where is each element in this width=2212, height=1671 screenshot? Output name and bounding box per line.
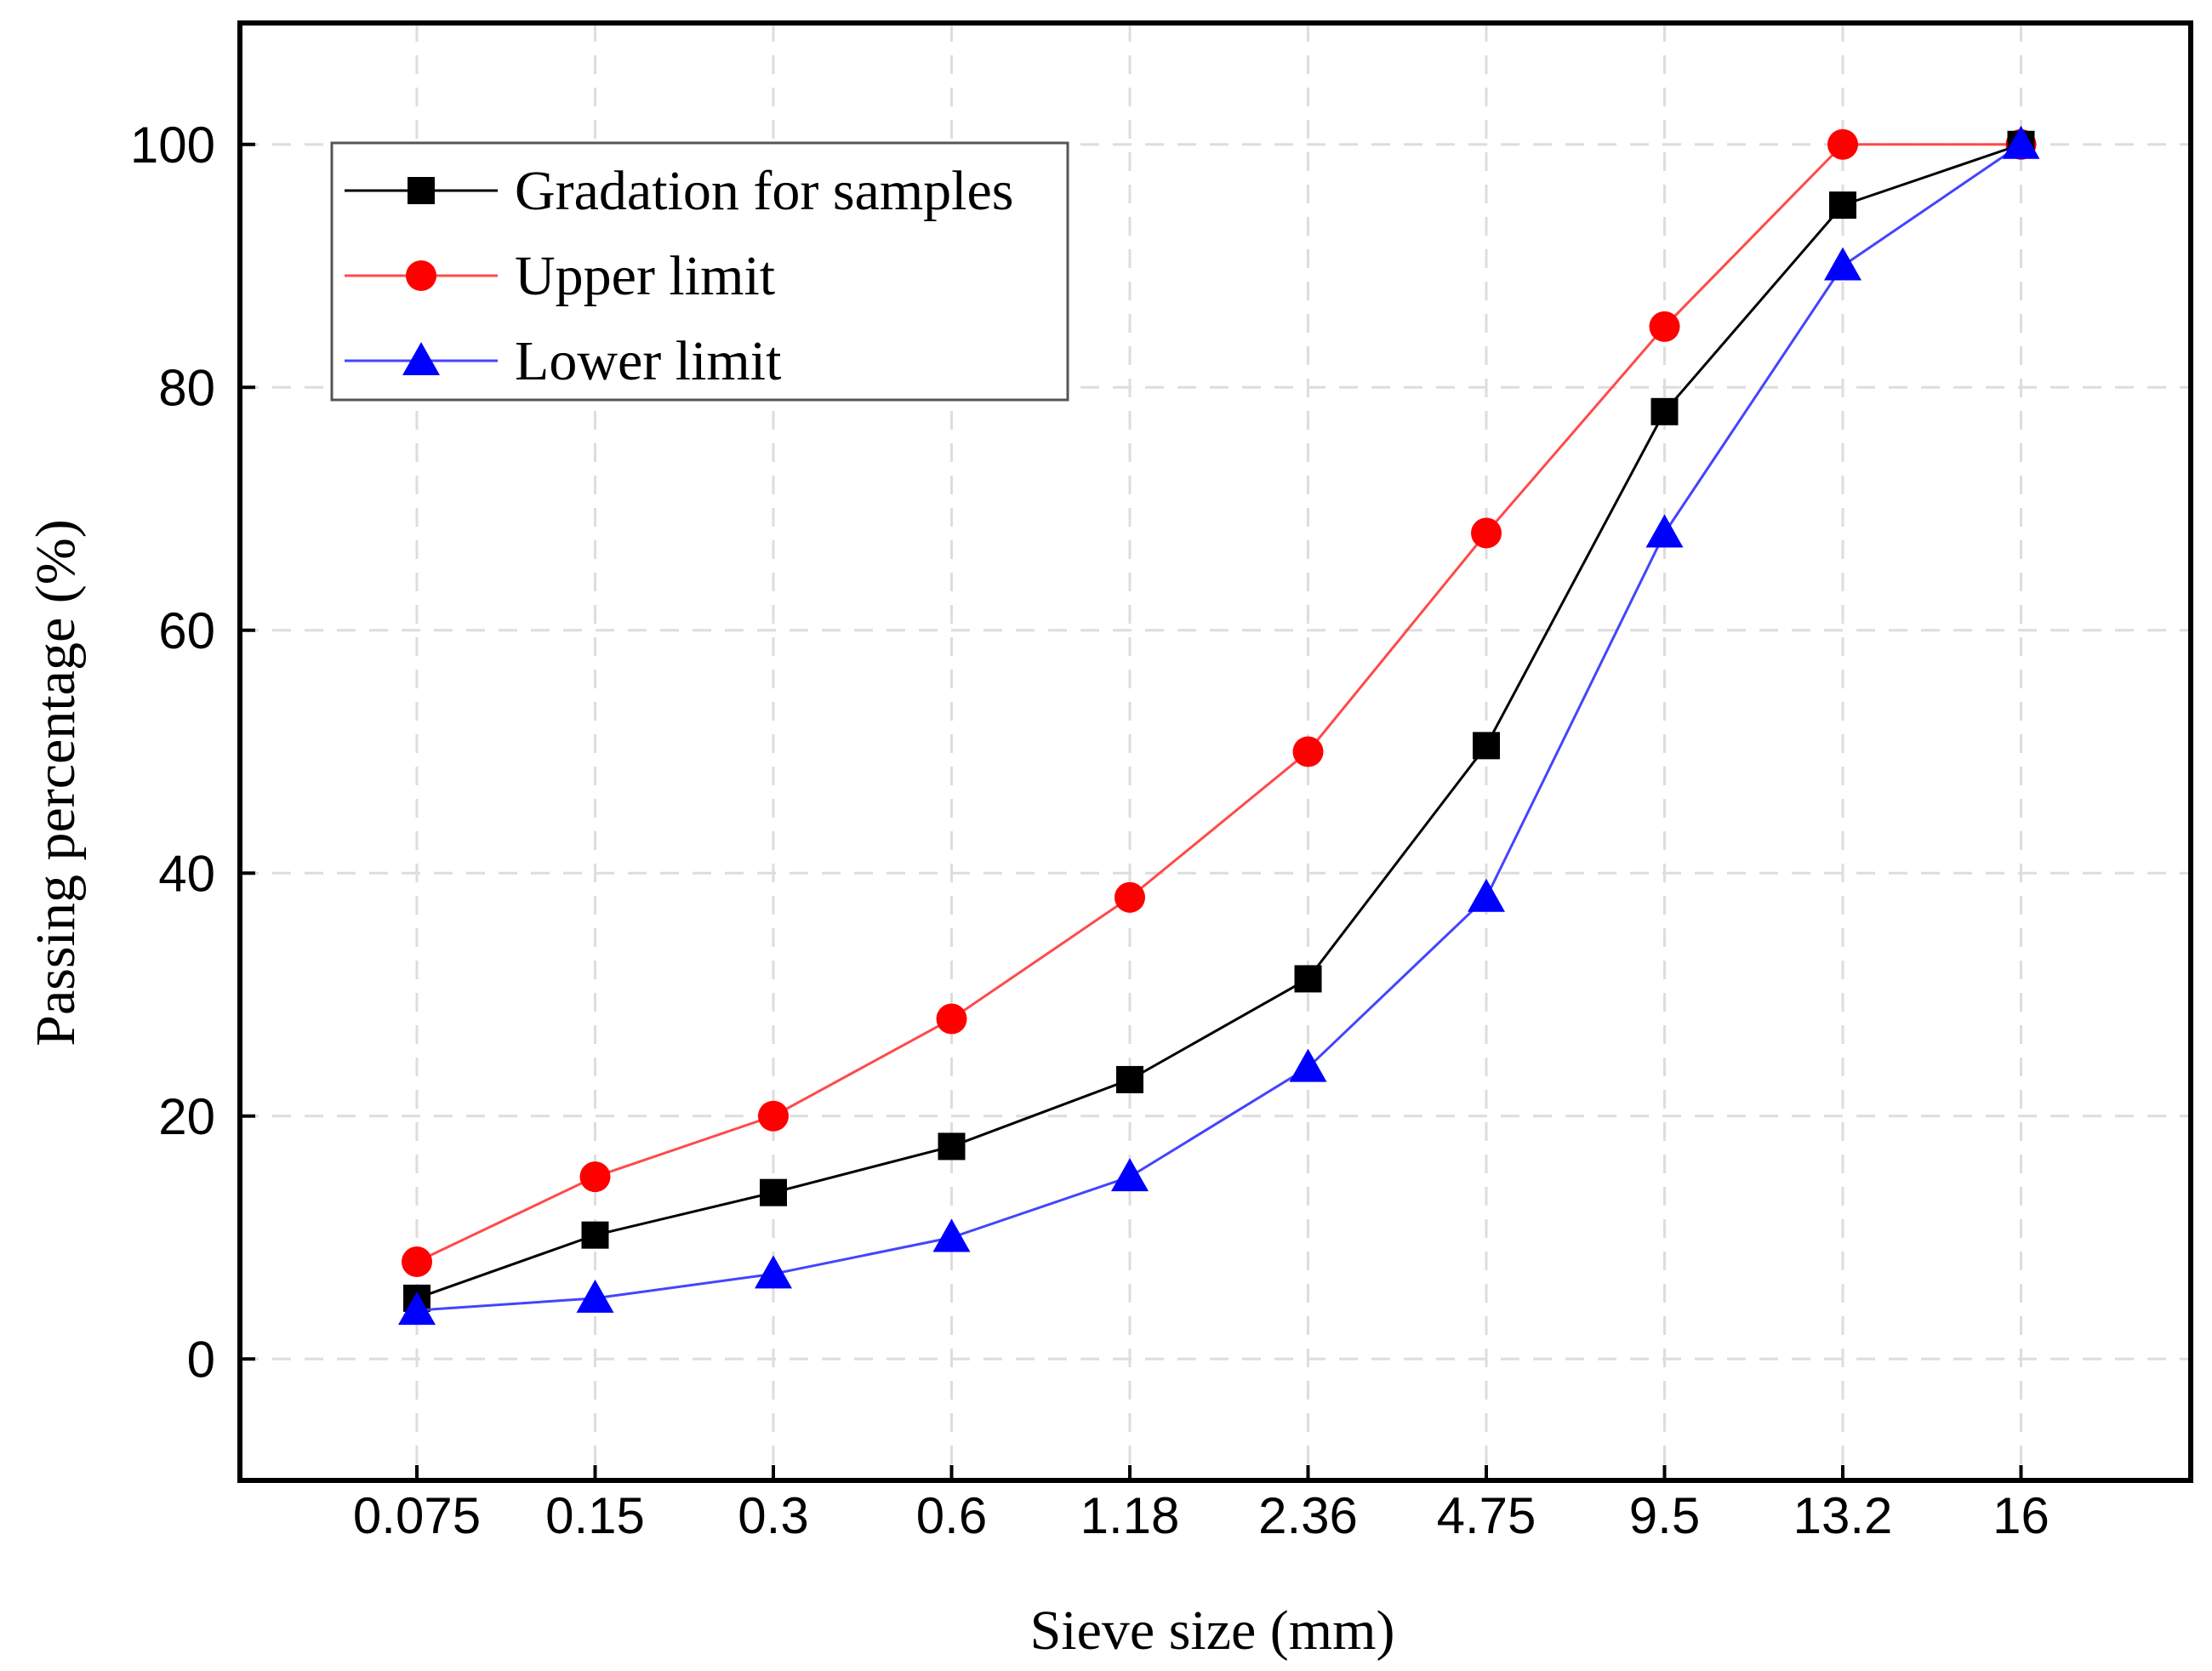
data-point [581,1221,609,1249]
data-point [1292,736,1324,767]
x-tick-label: 16 [1993,1487,2050,1544]
x-tick-label: 4.75 [1437,1487,1536,1544]
data-point [2002,125,2040,159]
data-point [760,1178,787,1206]
y-tick-label: 40 [158,845,215,902]
y-tick-label: 100 [130,117,215,174]
data-point [758,1100,789,1132]
data-point [932,1218,971,1252]
legend-item: Lower limit [345,330,781,392]
plot-area-frame [237,20,2193,1483]
data-point [1294,965,1322,993]
x-tick-label: 1.18 [1080,1487,1180,1544]
legend-item: Gradation for samples [345,160,1014,222]
legend: Gradation for samples Upper limit Lower li… [330,141,1069,402]
x-axis-title: Sieve size (mm) [1030,1600,1395,1662]
data-point [1827,128,1858,160]
y-tick-label: 20 [158,1088,215,1145]
series-triangle [398,125,2040,1326]
y-axis-ticks: 0 20 40 60 80 100 [130,117,255,1388]
data-point [936,1003,967,1035]
data-point [579,1161,611,1193]
series-square [403,130,2035,1312]
y-tick-label: 60 [158,602,215,659]
y-tick-label: 80 [158,359,215,416]
legend-box [330,141,1069,402]
x-tick-label: 9.5 [1629,1487,1700,1544]
y-tick-label: 0 [187,1331,215,1388]
data-point [576,1279,614,1313]
data-point [755,1255,792,1289]
data-point [1645,514,1684,548]
data-point [402,1246,432,1278]
data-point [1829,191,1856,220]
x-tick-label: 0.15 [545,1487,645,1544]
series-group [398,125,2040,1326]
x-tick-label: 0.6 [916,1487,987,1544]
series-circle [402,128,2037,1278]
x-tick-label: 2.36 [1258,1487,1358,1544]
legend-marker [408,177,435,204]
data-point [1473,732,1500,760]
data-point [1650,397,1679,425]
data-point [398,1292,436,1326]
legend-label: Upper limit [515,245,775,307]
legend-marker [402,342,440,375]
series-line [416,143,2022,1312]
x-tick-label: 0.075 [353,1487,481,1544]
data-point [1649,311,1680,342]
data-point [1471,517,1502,549]
data-point [938,1132,966,1161]
data-point [1111,1158,1149,1192]
series-line [416,143,2021,1263]
legend-items: Gradation for samples Upper limit Lower li… [345,160,1014,392]
series-line [416,143,2021,1300]
data-point [1289,1048,1327,1082]
data-point [1468,878,1505,912]
legend-label: Lower limit [515,330,781,392]
y-axis-title: Passing percentage (%) [25,519,87,1046]
data-point [1115,881,1145,913]
legend-label: Gradation for samples [515,160,1014,222]
legend-marker [406,260,436,291]
x-tick-label: 0.3 [738,1487,808,1544]
x-axis-ticks: 0.075 0.15 0.3 0.6 1.18 2.36 4.75 9.5 13.2 16 [353,1465,2050,1544]
legend-item: Upper limit [345,245,775,307]
x-tick-label: 13.2 [1793,1487,1893,1544]
data-point [1824,247,1861,281]
data-point [1116,1065,1143,1093]
